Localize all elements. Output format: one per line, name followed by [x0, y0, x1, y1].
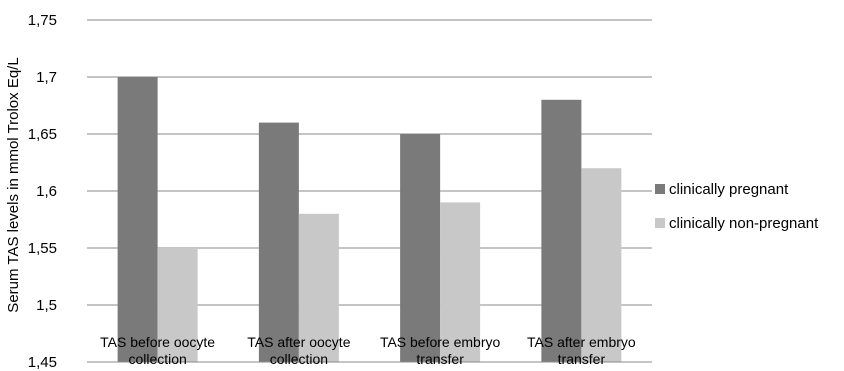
x-category-label: TAS after oocyte collection: [247, 334, 350, 367]
y-tick-label: 1,7: [36, 69, 57, 86]
bars: [117, 77, 622, 363]
legend-swatch: [655, 218, 665, 228]
x-category-label: TAS after embryo transfer: [527, 334, 636, 367]
x-category-labels: TAS before oocyte collection TAS after ooc…: [100, 334, 636, 367]
y-tick-label: 1,5: [36, 297, 57, 314]
bar-clinically-pregnant-1: [117, 77, 158, 362]
x-category-label: TAS before embryo transfer: [380, 334, 501, 367]
bar-clinically-pregnant-4: [541, 99, 582, 363]
legend: clinically pregnant clinically non-pregna…: [655, 181, 819, 232]
y-axis-title: Serum TAS levels in mmol Trolox Eq/L: [5, 57, 22, 312]
bar-clinically-non-pregnant-1: [157, 248, 198, 362]
bar-clinically-pregnant-2: [258, 122, 299, 362]
bar-clinically-non-pregnant-3: [440, 202, 481, 362]
legend-label: clinically non-pregnant: [669, 215, 819, 232]
legend-label: clinically pregnant: [669, 181, 789, 198]
y-tick-label: 1,55: [28, 240, 57, 257]
bar-clinically-non-pregnant-2: [298, 213, 339, 362]
x-category-label: TAS before oocyte collection: [100, 334, 215, 367]
legend-swatch: [655, 184, 665, 194]
y-tick-label: 1,45: [28, 354, 57, 371]
y-tick-labels: 1,45 1,5 1,55 1,6 1,65 1,7 1,75: [28, 12, 57, 371]
bar-clinically-non-pregnant-4: [581, 168, 622, 362]
bar-clinically-pregnant-3: [400, 134, 441, 362]
y-tick-label: 1,6: [36, 183, 57, 200]
y-tick-label: 1,65: [28, 126, 57, 143]
y-tick-label: 1,75: [28, 12, 57, 29]
